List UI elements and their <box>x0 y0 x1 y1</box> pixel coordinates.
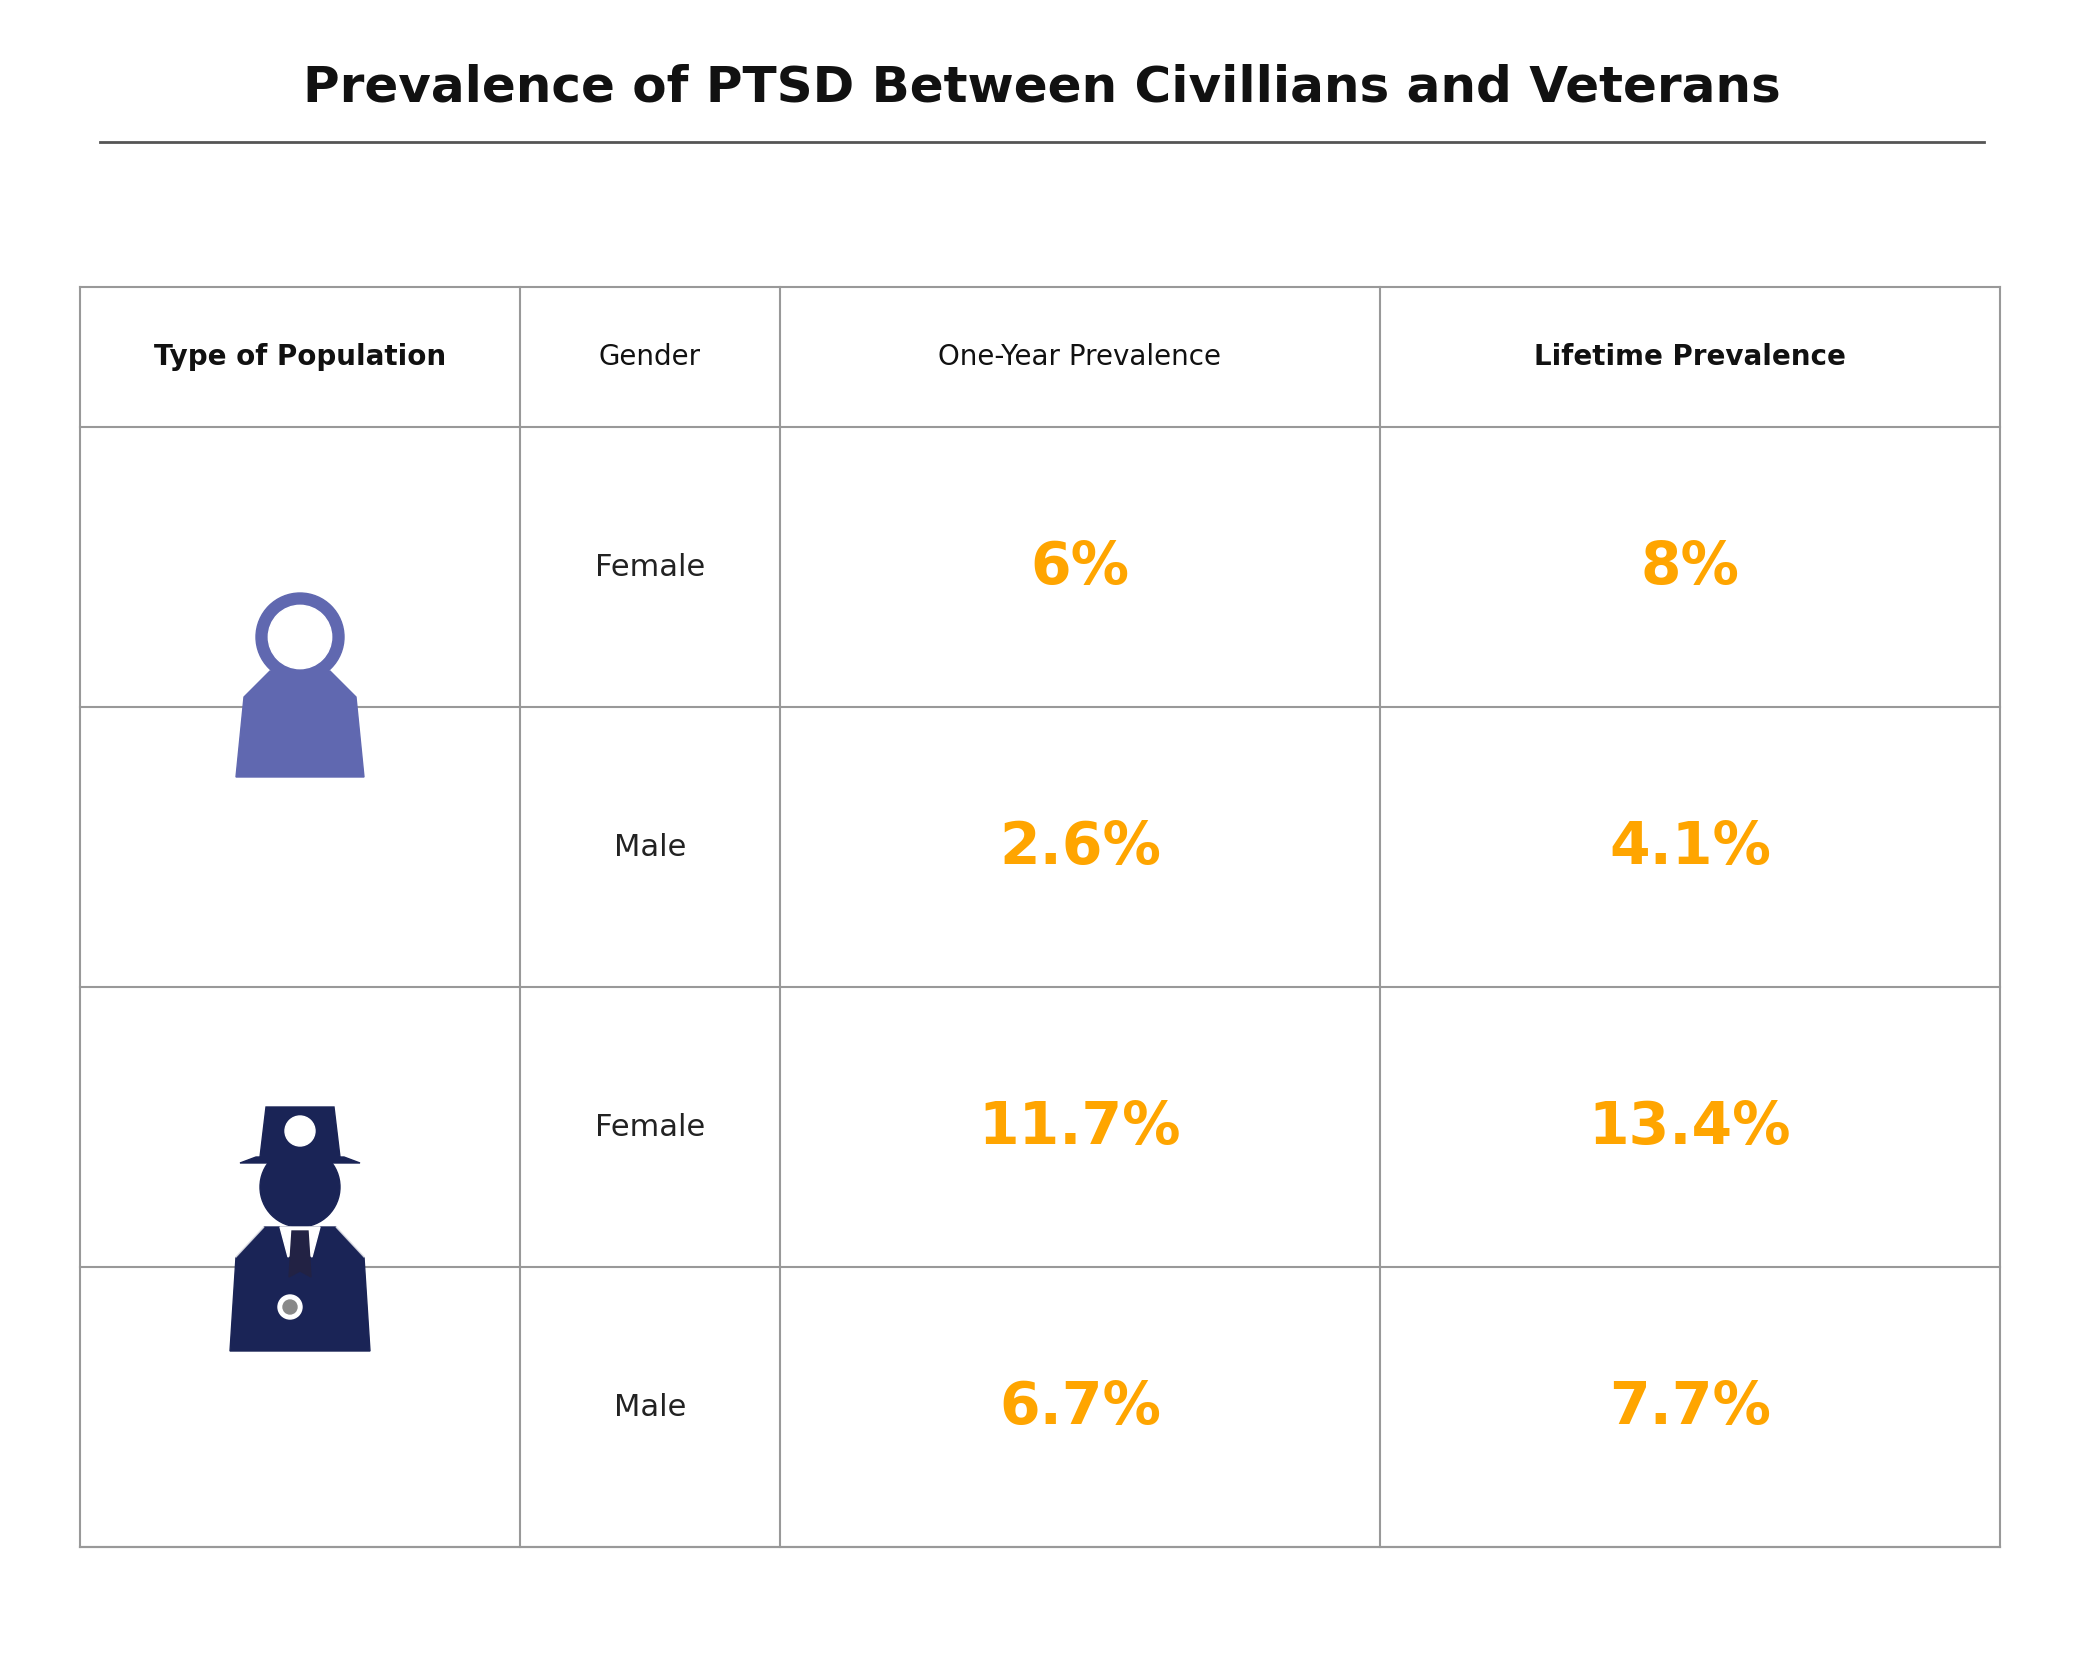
Circle shape <box>286 1115 315 1145</box>
Text: Gender: Gender <box>598 343 700 372</box>
Text: 13.4%: 13.4% <box>1588 1099 1792 1155</box>
Text: Prevalence of PTSD Between Civillians and Veterans: Prevalence of PTSD Between Civillians an… <box>302 63 1782 112</box>
Circle shape <box>256 593 344 682</box>
Polygon shape <box>336 1224 375 1257</box>
Polygon shape <box>279 1227 321 1257</box>
Text: 6.7%: 6.7% <box>998 1379 1161 1435</box>
Text: 7.7%: 7.7% <box>1609 1379 1771 1435</box>
Text: Lifetime Prevalence: Lifetime Prevalence <box>1534 343 1846 372</box>
Text: 2.6%: 2.6% <box>998 818 1161 875</box>
Text: 11.7%: 11.7% <box>979 1099 1182 1155</box>
Text: 6%: 6% <box>1029 538 1130 595</box>
Text: 4.1%: 4.1% <box>1609 818 1771 875</box>
Text: Female: Female <box>594 1112 704 1142</box>
Polygon shape <box>290 1230 311 1277</box>
Polygon shape <box>223 1224 265 1257</box>
Polygon shape <box>240 1157 361 1164</box>
Circle shape <box>269 605 331 668</box>
Circle shape <box>277 1295 302 1319</box>
Polygon shape <box>260 1107 340 1157</box>
Circle shape <box>260 1147 340 1227</box>
Text: One-Year Prevalence: One-Year Prevalence <box>938 343 1221 372</box>
Circle shape <box>283 1300 298 1314</box>
Text: Male: Male <box>615 832 686 862</box>
Text: Male: Male <box>615 1392 686 1422</box>
Polygon shape <box>229 1227 371 1350</box>
Text: Female: Female <box>594 552 704 582</box>
Text: Type of Population: Type of Population <box>154 343 446 372</box>
Polygon shape <box>235 672 365 777</box>
Text: 8%: 8% <box>1640 538 1740 595</box>
